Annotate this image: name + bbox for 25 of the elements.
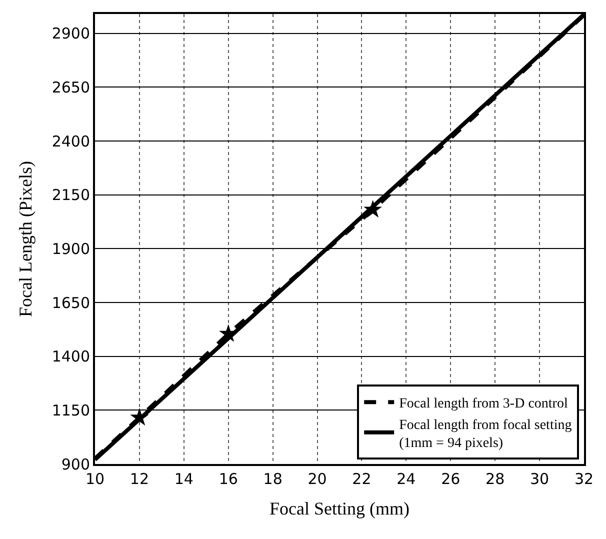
y-axis-title: Focal Length (Pixels)	[16, 161, 36, 317]
x-tick-label: 26	[441, 470, 460, 488]
y-tick-label: 1650	[52, 294, 90, 312]
y-tick-label: 1150	[52, 401, 90, 420]
x-axis-title: Focal Setting (mm)	[270, 498, 410, 519]
y-tick-label: 2650	[52, 78, 90, 96]
legend-label: Focal length from 3-D control	[399, 396, 568, 412]
x-tick-label: 28	[486, 470, 505, 488]
x-tick-label: 32	[574, 470, 594, 488]
x-tick-label: 18	[263, 470, 282, 488]
y-tick-label: 1900	[52, 240, 90, 258]
point	[130, 408, 149, 426]
x-tick-label: 12	[130, 470, 149, 488]
x-tick-label: 16	[218, 470, 238, 488]
x-tick-label: 30	[530, 470, 550, 488]
x-tick-label: 14	[174, 470, 194, 488]
x-tick-label: 20	[308, 470, 327, 488]
y-tick-label: 1400	[52, 348, 90, 366]
point	[364, 200, 382, 218]
x-tick-label: 24	[396, 470, 416, 488]
y-tick-label: 2900	[52, 24, 90, 43]
x-tick-label: 22	[352, 470, 372, 488]
y-tick-label: 2400	[52, 132, 90, 150]
legend-label: Focal length from focal setting (1mm = 94 pixels)	[399, 418, 572, 451]
y-tick-label: 2150	[52, 186, 90, 204]
